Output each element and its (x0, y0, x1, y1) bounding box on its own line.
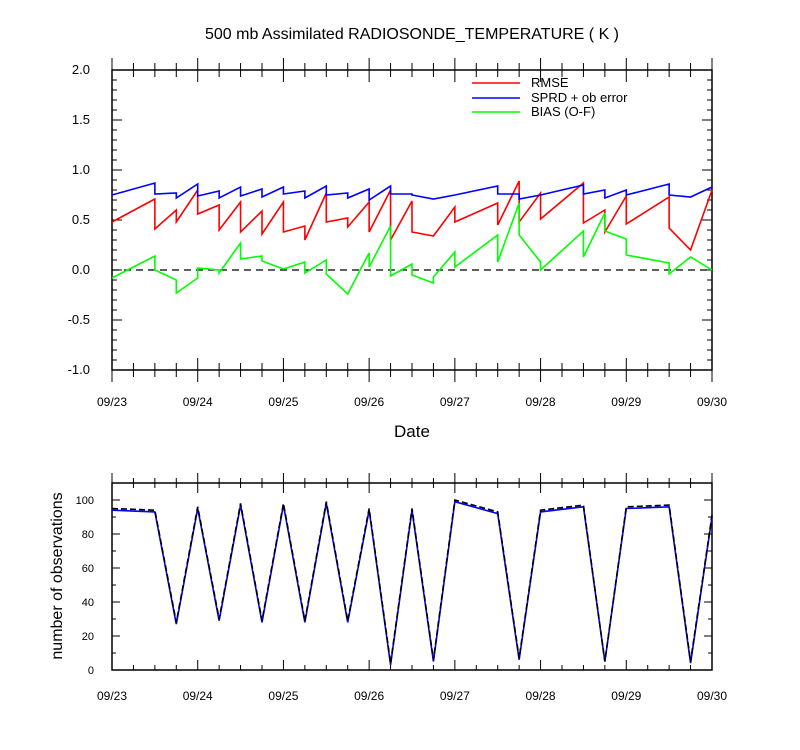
bottom-y-axis-label: number of observations (49, 492, 66, 659)
top-series-line-0 (111, 180, 713, 252)
bottom-ytick-label: 40 (82, 597, 94, 609)
bottom-xtick-label: 09/26 (354, 689, 384, 703)
top-chart: 09/23 09/24 09/25 09/26 09/27 09/28 09/29 09/30… (68, 58, 727, 409)
top-xtick-label: 09/25 (268, 395, 298, 409)
top-chart-title: 500 mb Assimilated RADIOSONDE_TEMPERATUR… (205, 26, 619, 43)
top-xtick-label: 09/26 (354, 395, 384, 409)
bottom-ytick-label: 0 (88, 665, 94, 677)
bottom-chart: 09/23 09/24 09/25 09/26 09/27 09/28 09/29 09/30… (76, 473, 727, 703)
top-series-line-1 (111, 181, 713, 202)
top-ytick-label: 2.0 (72, 62, 90, 77)
bottom-ytick-label: 80 (82, 529, 94, 541)
top-ytick-label: -1.0 (68, 362, 90, 377)
bottom-series-line-0 (111, 500, 713, 666)
bottom-xtick-label: 09/23 (97, 689, 127, 703)
bottom-xtick-label: 09/30 (697, 689, 727, 703)
bottom-xtick-label: 09/25 (268, 689, 298, 703)
top-series-line-2 (111, 202, 713, 296)
bottom-ytick-label: 60 (82, 563, 94, 575)
bottom-xtick-label: 09/24 (183, 689, 213, 703)
top-legend: RMSE SPRD + ob error BIAS (O-F) (472, 75, 628, 119)
top-ytick-label: 1.0 (72, 162, 90, 177)
top-ytick-label: 1.5 (72, 112, 90, 127)
top-xtick-label: 09/28 (526, 395, 556, 409)
legend-label-bias: BIAS (O-F) (531, 104, 595, 119)
top-xtick-label: 09/23 (97, 395, 127, 409)
bottom-series-line-1 (111, 498, 713, 664)
bottom-xtick-label: 09/27 (440, 689, 470, 703)
top-xtick-label: 09/27 (440, 395, 470, 409)
bottom-ytick-label: 100 (76, 495, 94, 507)
legend-label-sprd: SPRD + ob error (531, 90, 628, 105)
top-x-axis-label: Date (394, 422, 430, 441)
bottom-series-group (111, 498, 713, 666)
bottom-axis-ticks: 09/23 09/24 09/25 09/26 09/27 09/28 09/29 09/30… (76, 473, 727, 703)
bottom-xtick-label: 09/28 (526, 689, 556, 703)
top-xtick-label: 09/30 (697, 395, 727, 409)
top-series-group (111, 180, 713, 296)
top-xtick-label: 09/29 (611, 395, 641, 409)
top-xtick-label: 09/24 (183, 395, 213, 409)
top-ytick-label: -0.5 (68, 312, 90, 327)
top-ytick-label: 0.0 (72, 262, 90, 277)
legend-label-rmse: RMSE (531, 75, 569, 90)
bottom-ytick-label: 20 (82, 631, 94, 643)
bottom-xtick-label: 09/29 (611, 689, 641, 703)
top-ytick-label: 0.5 (72, 212, 90, 227)
top-axis-ticks: 09/23 09/24 09/25 09/26 09/27 09/28 09/29 09/30… (68, 58, 727, 409)
